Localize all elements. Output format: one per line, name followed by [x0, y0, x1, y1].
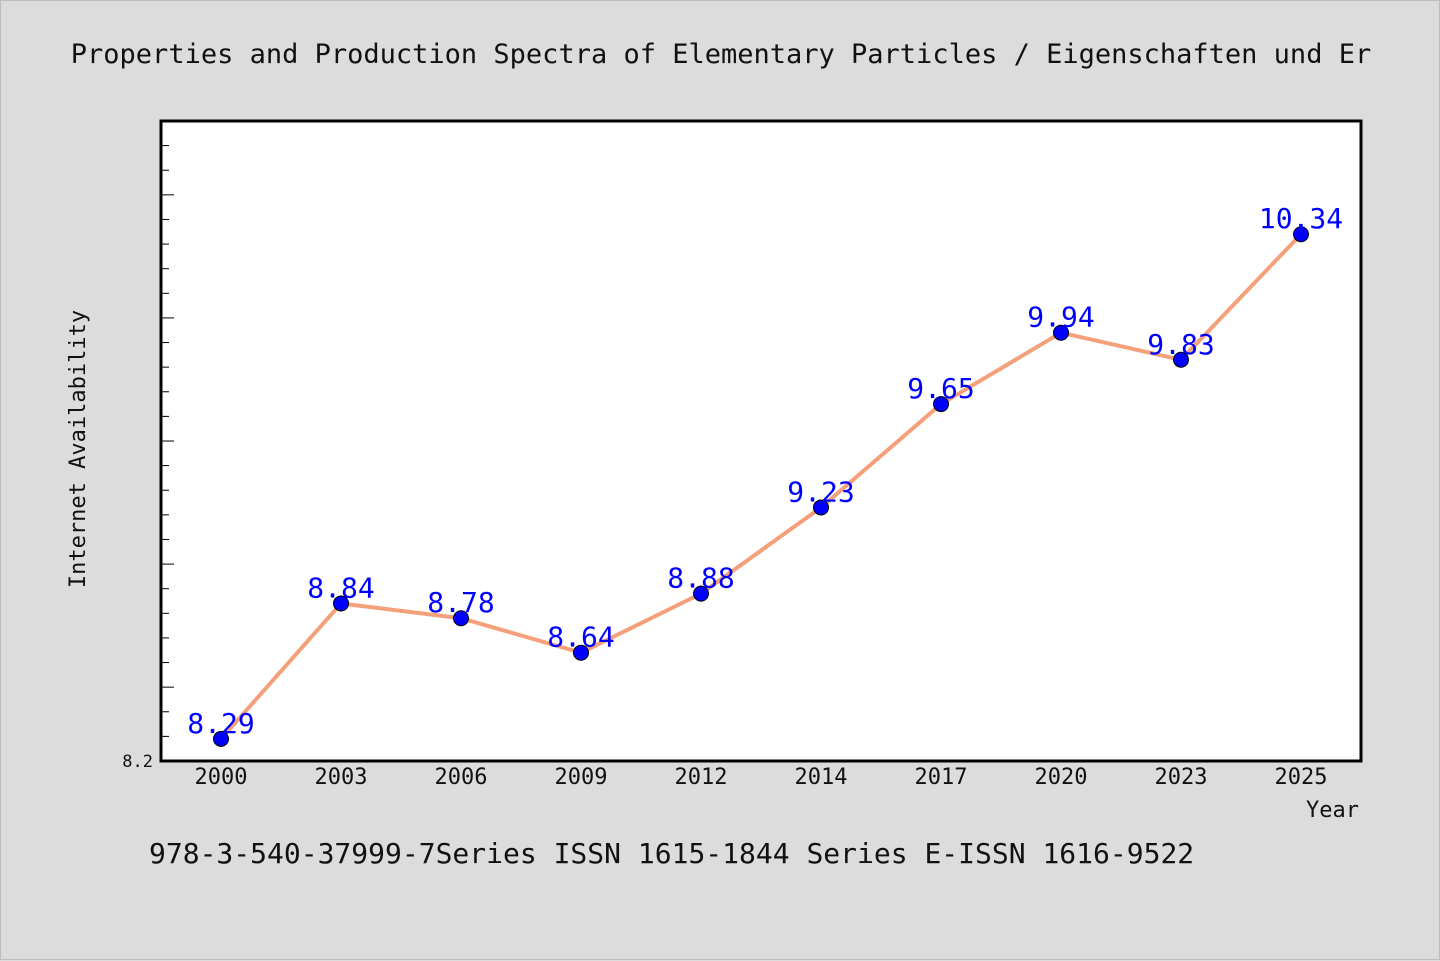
data-label: 8.78 — [427, 586, 494, 619]
y-tick-labels: 8.2 — [122, 752, 153, 772]
data-label: 9.94 — [1027, 301, 1094, 334]
data-label: 8.88 — [667, 562, 734, 595]
y-axis-title: Internet Availability — [66, 310, 91, 588]
data-point — [1053, 324, 1069, 341]
data-point — [693, 585, 709, 602]
data-label: 10.34 — [1259, 202, 1343, 235]
data-label: 8.64 — [547, 621, 614, 654]
data-point — [333, 595, 349, 612]
x-tick-labels: 2000 2003 2006 2009 2012 2014 2017 2020 2023 2025 — [195, 765, 1328, 790]
x-tick-label: 2009 — [555, 765, 608, 790]
plot-area — [161, 121, 1361, 761]
x-tick-label: 2006 — [435, 765, 488, 790]
x-axis-title: Year — [1306, 798, 1359, 823]
data-label: 9.83 — [1147, 328, 1214, 361]
footnote: 978-3-540-37999-7Series ISSN 1615-1844 S… — [149, 837, 1194, 870]
x-tick-label: 2000 — [195, 765, 248, 790]
data-label: 9.65 — [907, 372, 974, 405]
x-tick-label: 2017 — [915, 765, 968, 790]
x-tick-label: 2012 — [675, 765, 728, 790]
plot-frame — [159, 119, 1363, 763]
data-point — [1173, 351, 1189, 368]
data-label: 9.23 — [787, 475, 854, 508]
data-labels: 8.29 8.84 8.78 8.64 8.88 9.23 9.65 9.94 9.83 10.3… — [187, 202, 1343, 740]
y-tick-label: 8.2 — [122, 752, 153, 772]
data-point — [1293, 226, 1309, 243]
data-label: 8.29 — [187, 707, 254, 740]
data-point — [453, 610, 469, 627]
x-tick-label: 2003 — [315, 765, 368, 790]
data-point — [573, 644, 589, 661]
x-tick-label: 2023 — [1155, 765, 1208, 790]
data-point — [933, 396, 949, 413]
series-line — [219, 232, 1303, 741]
data-label: 8.84 — [307, 571, 374, 604]
data-point — [213, 730, 229, 747]
chart-title: Properties and Production Spectra of Ele… — [71, 39, 1371, 70]
x-tick-label: 2025 — [1275, 765, 1328, 790]
data-point — [813, 499, 829, 516]
x-tick-label: 2014 — [795, 765, 848, 790]
data-markers — [213, 226, 1309, 747]
x-tick-label: 2020 — [1035, 765, 1088, 790]
